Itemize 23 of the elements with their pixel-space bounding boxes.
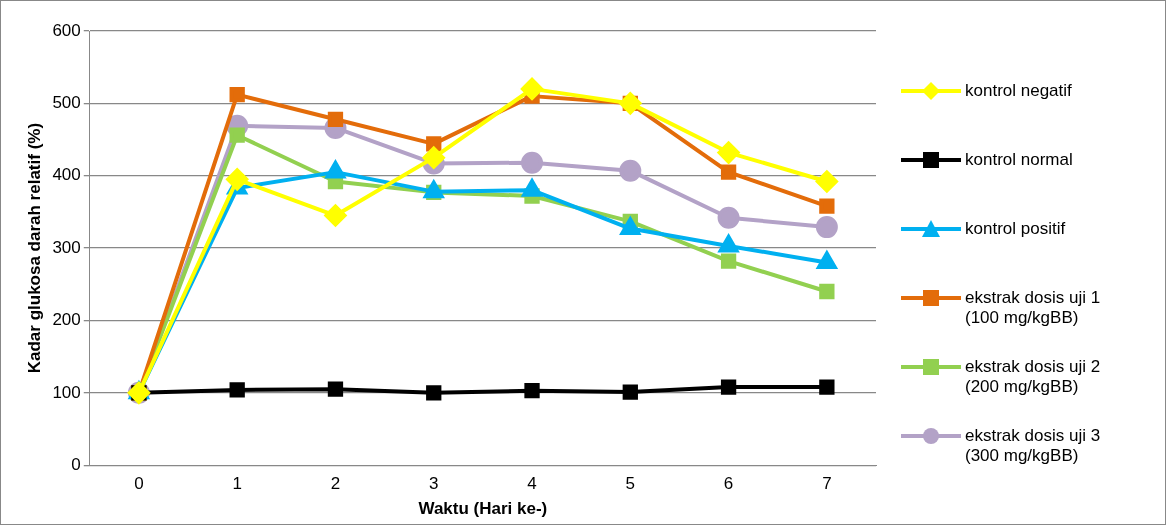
y-tick-label: 300: [52, 237, 81, 257]
x-tick-label: 7: [822, 474, 832, 494]
legend-label: kontrol positif: [965, 219, 1067, 239]
legend-label: ekstrak dosis uji 3 (300 mg/kgBB): [965, 426, 1102, 466]
x-tick-label: 5: [625, 474, 636, 494]
legend-label: kontrol negatif: [965, 81, 1073, 101]
legend-label: kontrol normal: [965, 150, 1074, 170]
y-tick-label: 0: [71, 454, 81, 474]
legend-label: ekstrak dosis uji 2 (200 mg/kgBB): [965, 357, 1102, 397]
x-tick-label: 2: [330, 474, 341, 494]
y-tick-label: 100: [52, 382, 81, 402]
y-axis-title: Kadar glukosa darah relatif (%): [24, 122, 44, 374]
y-tick-label: 500: [52, 93, 81, 113]
y-tick-label: 600: [52, 20, 81, 40]
x-tick-label: 1: [232, 474, 242, 494]
y-tick-label: 400: [52, 165, 81, 185]
x-tick-label: 6: [723, 474, 734, 494]
y-tick-label: 200: [52, 310, 81, 330]
x-axis-title: Waktu (Hari ke-): [418, 499, 548, 519]
x-tick-label: 4: [527, 474, 537, 494]
x-tick-label: 0: [134, 474, 144, 494]
legend-label: ekstrak dosis uji 1 (100 mg/kgBB): [965, 288, 1102, 328]
x-tick-label: 3: [429, 474, 439, 494]
